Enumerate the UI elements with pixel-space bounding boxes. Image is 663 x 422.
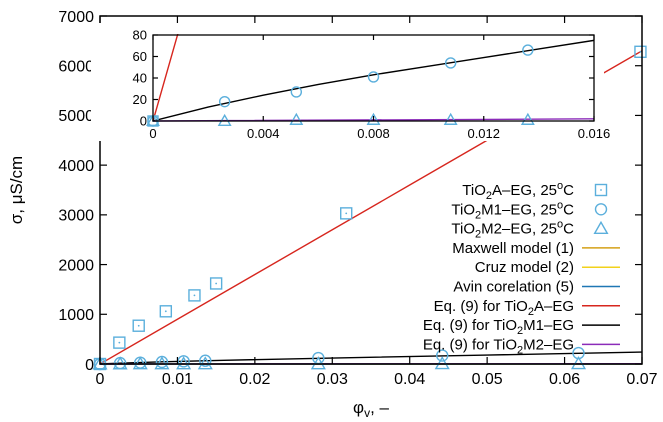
data-point-tio2m2 <box>310 356 326 370</box>
x-tick-label: 0.05 <box>472 371 503 388</box>
y-tick-label: 4000 <box>58 158 94 175</box>
y-tick-label: 20 <box>133 92 147 107</box>
data-point-tio2m2 <box>570 356 587 370</box>
data-point-tio2m2 <box>154 356 170 370</box>
x-tick-label: 0.016 <box>578 126 611 141</box>
legend-label-tio2a: TiO2A–EG, 25oC <box>462 180 574 202</box>
legend-sample-tio2m1 <box>594 203 608 216</box>
data-point-tio2m1 <box>444 57 457 69</box>
x-tick-label: 0.02 <box>239 371 270 388</box>
inset-y-ticks: 0 20 40 60 80 <box>133 28 594 129</box>
data-point-tio2m1 <box>522 44 534 56</box>
data-point-tio2m1 <box>367 71 380 83</box>
main-x-ticks: 0 0.01 0.02 0.03 0.04 0.05 0.06 0.07 <box>96 16 658 388</box>
legend-label-cruz: Cruz model (2) <box>475 259 574 276</box>
y-tick-label: 2000 <box>58 257 94 274</box>
x-tick-label: 0.01 <box>162 371 193 388</box>
data-point-tio2m2 <box>289 112 304 125</box>
data-point-tio2m2 <box>132 356 148 370</box>
y-tick-label: 1000 <box>58 307 94 324</box>
y-tick-label: 80 <box>133 28 147 43</box>
data-point-tio2m2 <box>443 112 458 125</box>
data-point-tio2m1 <box>436 349 449 362</box>
y-tick-label: 0 <box>85 357 94 374</box>
data-point-tio2m1 <box>199 354 212 367</box>
data-point-tio2m1 <box>290 86 303 98</box>
data-point-tio2m2 <box>197 356 213 370</box>
x-tick-label: 0.012 <box>467 126 500 141</box>
main-plot: 0 0.01 0.02 0.03 0.04 0.05 0.06 0.07 0100020003… <box>58 9 657 388</box>
data-point-tio2a <box>159 305 173 318</box>
data-point-tio2m1 <box>218 95 231 108</box>
legend-label-tio2m1: TiO2M1–EG, 25oC <box>451 199 574 221</box>
x-tick-label: 0.06 <box>549 371 580 388</box>
main-plot-frame <box>99 15 643 365</box>
y-tick-label: 7000 <box>58 9 94 26</box>
main-series-markers <box>92 45 647 371</box>
data-point-tio2m2 <box>176 356 192 370</box>
x-tick-label: 0.03 <box>317 371 348 388</box>
data-point-tio2m2 <box>146 113 160 127</box>
data-point-tio2a <box>209 277 223 290</box>
legend-label-tio2m2: TiO2M2–EG, 25oC <box>451 219 574 241</box>
data-point-tio2a <box>340 207 353 220</box>
x-tick-label: 0.008 <box>357 126 390 141</box>
legend-sample-tio2a <box>594 183 608 197</box>
data-point-tio2m2 <box>92 356 108 370</box>
legend-label-avin: Avin corelation (5) <box>453 279 574 296</box>
x-tick-label: 0.004 <box>247 126 280 141</box>
y-tick-label: 0 <box>140 114 147 129</box>
x-axis-label: φv, – <box>353 398 389 420</box>
legend-sample-tio2m2 <box>593 220 609 235</box>
data-point-tio2a <box>188 289 201 302</box>
data-point-tio2a <box>132 319 145 332</box>
x-tick-label: 0 <box>149 126 156 141</box>
inset-plot: 0 0.004 0.008 0.012 0.016 0 20 40 60 80 <box>91 23 610 141</box>
data-point-tio2m1 <box>177 355 190 368</box>
data-point-tio2m2 <box>217 113 232 127</box>
legend-label-eq9m1: Eq. (9) for TiO2M1–EG <box>423 317 574 337</box>
legend-label-eq9a: Eq. (9) for TiO2A–EG <box>434 298 574 318</box>
legend-label-maxwell: Maxwell model (1) <box>452 240 574 257</box>
y-tick-label: 60 <box>133 49 147 64</box>
data-point-tio2a <box>113 336 126 349</box>
data-point-tio2a <box>634 45 647 58</box>
data-point-tio2m2 <box>434 356 450 370</box>
x-tick-label: 0 <box>96 371 105 388</box>
data-point-tio2m2 <box>112 356 128 370</box>
data-point-tio2m2 <box>520 112 535 125</box>
y-tick-label: 3000 <box>58 208 94 225</box>
legend-label-eq9m2: Eq. (9) for TiO2M2–EG <box>423 336 574 356</box>
y-tick-label: 5000 <box>58 108 94 125</box>
y-tick-label: 40 <box>133 71 147 86</box>
x-tick-label: 0.07 <box>626 371 657 388</box>
x-tick-label: 0.04 <box>394 371 425 388</box>
y-axis-label: σ, μS/cm <box>7 156 26 224</box>
y-tick-label: 6000 <box>58 58 94 75</box>
inset-x-ticks: 0 0.004 0.008 0.012 0.016 <box>149 35 610 141</box>
data-point-tio2m2 <box>366 112 381 125</box>
